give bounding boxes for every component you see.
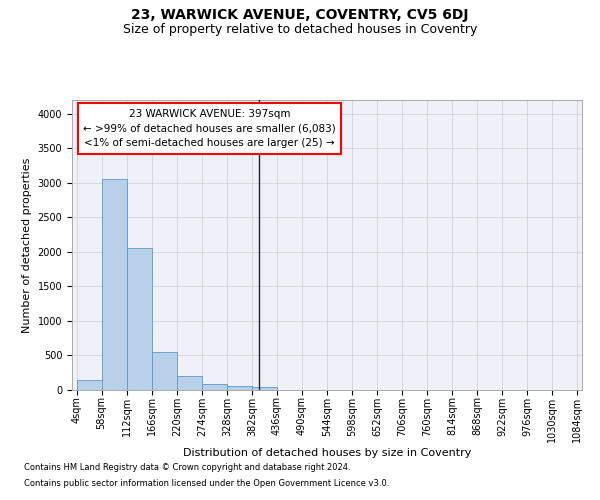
Text: Contains public sector information licensed under the Open Government Licence v3: Contains public sector information licen… bbox=[24, 478, 389, 488]
Text: 23, WARWICK AVENUE, COVENTRY, CV5 6DJ: 23, WARWICK AVENUE, COVENTRY, CV5 6DJ bbox=[131, 8, 469, 22]
Text: Contains HM Land Registry data © Crown copyright and database right 2024.: Contains HM Land Registry data © Crown c… bbox=[24, 464, 350, 472]
Text: Size of property relative to detached houses in Coventry: Size of property relative to detached ho… bbox=[123, 22, 477, 36]
Bar bbox=[152, 352, 176, 390]
Text: 23 WARWICK AVENUE: 397sqm
← >99% of detached houses are smaller (6,083)
<1% of s: 23 WARWICK AVENUE: 397sqm ← >99% of deta… bbox=[83, 108, 336, 148]
Bar bbox=[252, 386, 277, 390]
Text: Distribution of detached houses by size in Coventry: Distribution of detached houses by size … bbox=[183, 448, 471, 458]
Bar bbox=[77, 380, 101, 390]
Bar bbox=[227, 386, 252, 390]
Bar bbox=[202, 384, 227, 390]
Bar bbox=[127, 248, 152, 390]
Y-axis label: Number of detached properties: Number of detached properties bbox=[22, 158, 32, 332]
Bar bbox=[102, 180, 127, 390]
Bar bbox=[177, 376, 202, 390]
